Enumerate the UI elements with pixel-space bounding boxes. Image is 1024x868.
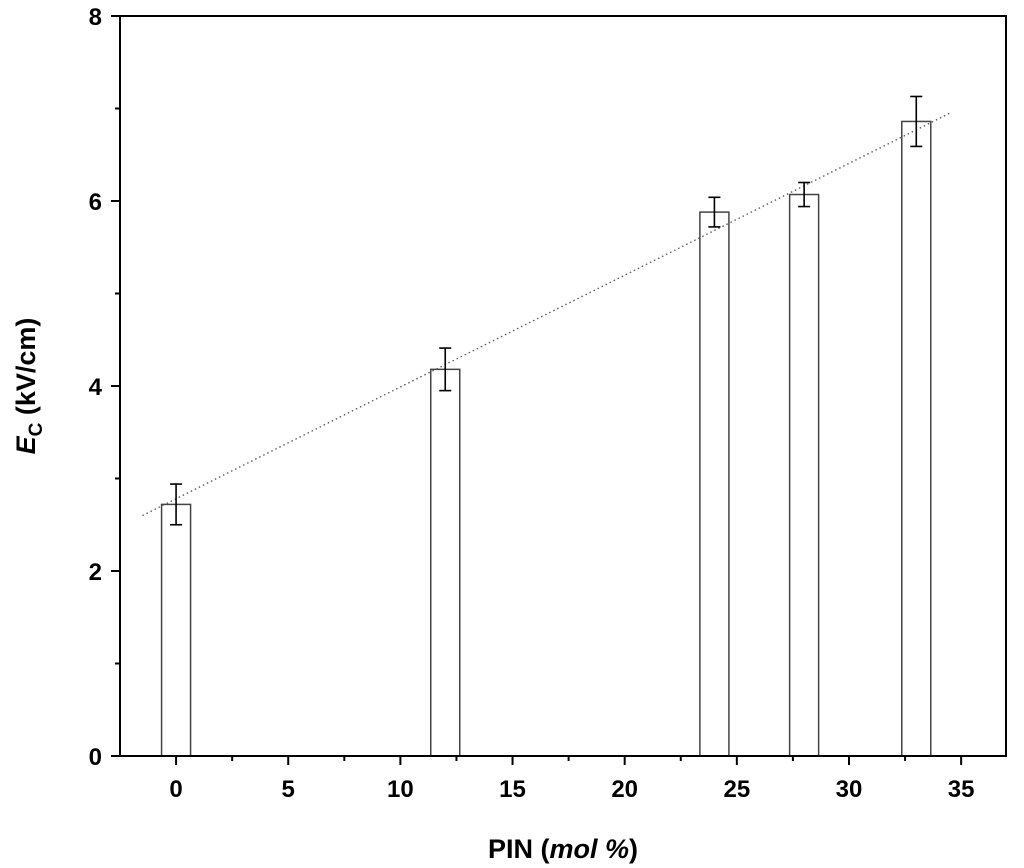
x-tick-label: 10 — [387, 776, 414, 803]
bar — [699, 211, 730, 757]
plot-area: 0 5 10 15 20 25 30 35 0 2 4 6 8 — [89, 4, 1007, 803]
bar — [788, 193, 820, 757]
y-axis-symbol: E — [11, 435, 41, 454]
bar — [429, 368, 461, 757]
x-tick-label: 30 — [836, 776, 863, 803]
trend-line — [142, 112, 951, 517]
y-tick-label: 2 — [89, 559, 102, 586]
y-axis-subscript: C — [26, 422, 47, 436]
y-axis-unit: (kV/cm) — [11, 318, 41, 416]
y-tick-label: 4 — [89, 374, 103, 401]
y-tick-label: 6 — [89, 189, 102, 216]
y-axis-title: EC (kV/cm) — [11, 318, 47, 455]
x-tick-label: 25 — [723, 776, 750, 803]
x-tick-label: 20 — [611, 776, 638, 803]
x-tick-label: 35 — [948, 776, 975, 803]
y-tick-label: 8 — [89, 4, 102, 31]
x-tick-label: 15 — [499, 776, 526, 803]
bar — [901, 120, 932, 757]
x-axis-title: PIN (mol %) — [488, 834, 638, 864]
x-tick-label: 0 — [169, 776, 182, 803]
x-tick-label: 5 — [282, 776, 295, 803]
bar — [160, 503, 192, 757]
y-tick-label: 0 — [89, 744, 102, 771]
plot-frame — [119, 15, 1007, 757]
x-axis-label: PIN — [488, 834, 533, 864]
x-axis-unit: mol % — [550, 834, 630, 864]
